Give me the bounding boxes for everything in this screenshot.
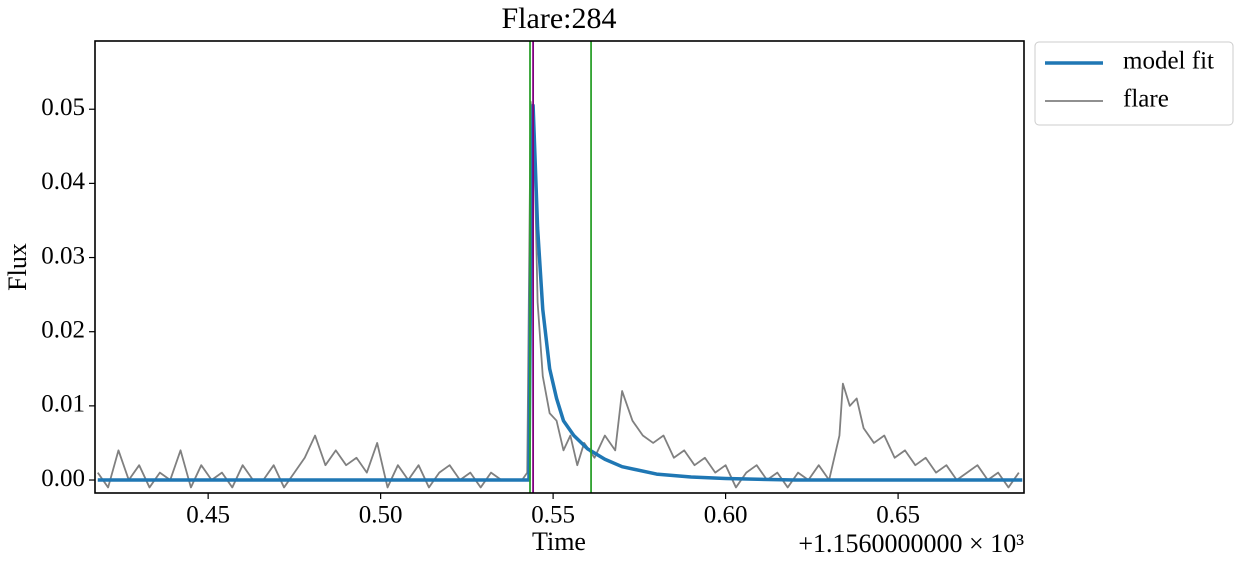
series-line [97,100,1020,489]
x-tick-label: 0.50 [359,502,403,529]
y-tick-label: 0.04 [41,168,85,195]
y-tick-label: 0.05 [41,94,85,121]
y-axis-label: Flux [3,243,32,291]
x-tick-label: 0.65 [876,502,920,529]
plot-area [97,41,1023,493]
x-axis-label: Time [532,527,586,556]
legend-label: model fit [1123,48,1214,75]
chart-title: Flare:284 [502,2,617,35]
x-tick-label: 0.45 [186,502,230,529]
series-line [97,103,1023,482]
y-tick-label: 0.03 [41,242,85,269]
x-offset-label: +1.1560000000 × 10³ [798,529,1024,558]
x-tick-label: 0.55 [531,502,575,529]
plot-frame [94,40,1025,494]
y-tick-label: 0.01 [41,391,85,418]
legend-label: flare [1123,86,1169,113]
x-tick-label: 0.60 [704,502,748,529]
y-tick-label: 0.02 [41,316,85,343]
y-tick-label: 0.00 [41,465,85,492]
